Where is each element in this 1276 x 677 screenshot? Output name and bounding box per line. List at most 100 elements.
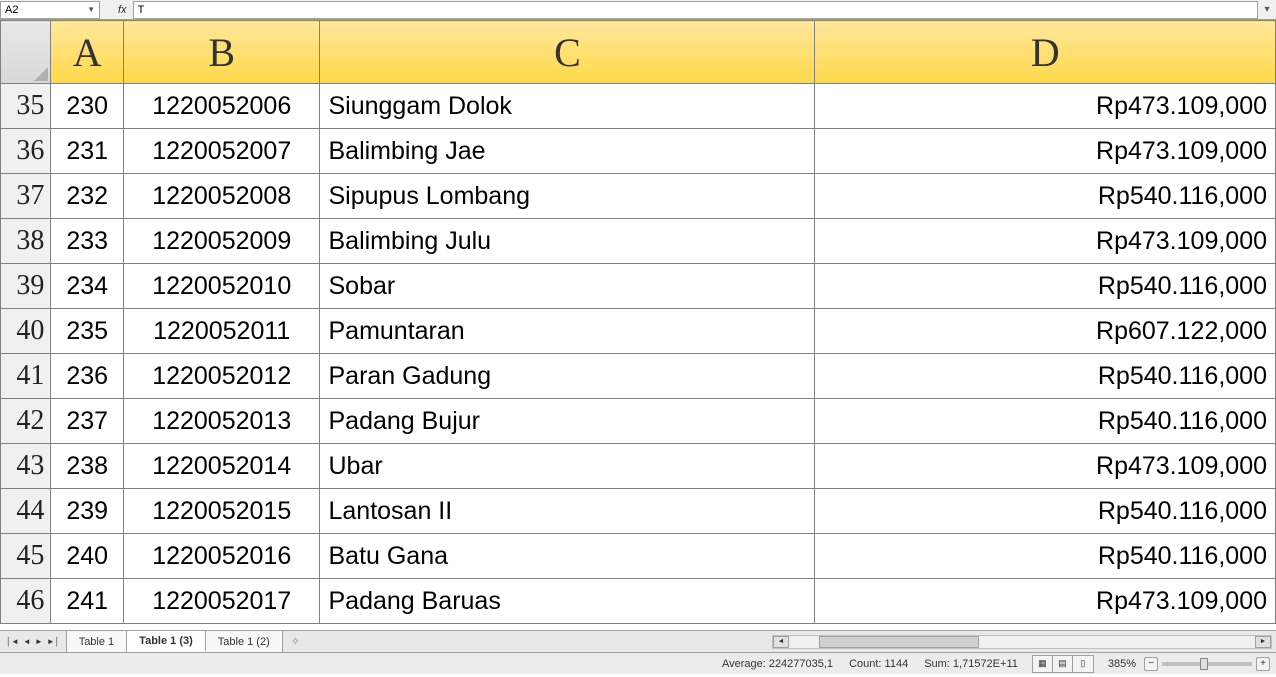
table-row: 402351220052011PamuntaranRp607.122,000 xyxy=(1,309,1276,354)
cell-D[interactable]: Rp473.109,000 xyxy=(815,579,1276,624)
cell-B[interactable]: 1220052015 xyxy=(123,489,320,534)
cell-A[interactable]: 235 xyxy=(51,309,124,354)
row-header[interactable]: 41 xyxy=(1,354,51,399)
hscroll-left-icon[interactable]: ◄ xyxy=(773,636,789,648)
column-header-D[interactable]: D xyxy=(815,21,1276,84)
row-header[interactable]: 44 xyxy=(1,489,51,534)
cell-A[interactable]: 238 xyxy=(51,444,124,489)
row-header[interactable]: 39 xyxy=(1,264,51,309)
view-normal-icon[interactable]: ▦ xyxy=(1033,656,1053,672)
row-header[interactable]: 38 xyxy=(1,219,51,264)
sheet-tab[interactable]: Table 1 (3) xyxy=(127,631,206,652)
zoom-track[interactable] xyxy=(1162,662,1252,666)
zoom-thumb[interactable] xyxy=(1200,658,1208,670)
cell-A[interactable]: 233 xyxy=(51,219,124,264)
zoom-out-icon[interactable]: − xyxy=(1144,657,1158,671)
add-sheet-icon[interactable]: ✧ xyxy=(283,635,308,648)
tab-nav-last-icon[interactable]: ►│ xyxy=(45,637,62,646)
cell-B[interactable]: 1220052006 xyxy=(123,84,320,129)
cell-A[interactable]: 240 xyxy=(51,534,124,579)
row-header[interactable]: 35 xyxy=(1,84,51,129)
cell-C[interactable]: Ubar xyxy=(320,444,815,489)
table-row: 462411220052017Padang BaruasRp473.109,00… xyxy=(1,579,1276,624)
hscroll-thumb[interactable] xyxy=(819,636,979,648)
table-row: 372321220052008Sipupus LombangRp540.116,… xyxy=(1,174,1276,219)
cell-A[interactable]: 230 xyxy=(51,84,124,129)
cell-C[interactable]: Sipupus Lombang xyxy=(320,174,815,219)
row-header[interactable]: 45 xyxy=(1,534,51,579)
cell-A[interactable]: 234 xyxy=(51,264,124,309)
fx-icon[interactable]: fx xyxy=(100,4,133,16)
cell-B[interactable]: 1220052014 xyxy=(123,444,320,489)
row-header[interactable]: 37 xyxy=(1,174,51,219)
cell-D[interactable]: Rp540.116,000 xyxy=(815,489,1276,534)
formula-input[interactable] xyxy=(133,1,1258,19)
cell-C[interactable]: Paran Gadung xyxy=(320,354,815,399)
zoom-percent[interactable]: 385% xyxy=(1100,658,1144,670)
cell-C[interactable]: Lantosan II xyxy=(320,489,815,534)
cell-A[interactable]: 241 xyxy=(51,579,124,624)
cell-A[interactable]: 236 xyxy=(51,354,124,399)
table-row: 432381220052014UbarRp473.109,000 xyxy=(1,444,1276,489)
table-row: 442391220052015Lantosan IIRp540.116,000 xyxy=(1,489,1276,534)
cell-C[interactable]: Batu Gana xyxy=(320,534,815,579)
tab-nav-next-icon[interactable]: ► xyxy=(33,637,45,646)
table-row: 392341220052010SobarRp540.116,000 xyxy=(1,264,1276,309)
cell-D[interactable]: Rp540.116,000 xyxy=(815,174,1276,219)
column-header-B[interactable]: B xyxy=(123,21,320,84)
formula-bar: A2 ▼ fx ▾ xyxy=(0,0,1276,20)
formula-bar-expand-icon[interactable]: ▾ xyxy=(1258,4,1276,15)
tab-nav-first-icon[interactable]: │◄ xyxy=(4,637,21,646)
cell-D[interactable]: Rp473.109,000 xyxy=(815,84,1276,129)
row-header[interactable]: 36 xyxy=(1,129,51,174)
cell-A[interactable]: 232 xyxy=(51,174,124,219)
cell-C[interactable]: Siunggam Dolok xyxy=(320,84,815,129)
cell-B[interactable]: 1220052017 xyxy=(123,579,320,624)
column-header-row: A B C D xyxy=(1,21,1276,84)
cell-B[interactable]: 1220052016 xyxy=(123,534,320,579)
cell-C[interactable]: Balimbing Jae xyxy=(320,129,815,174)
cell-D[interactable]: Rp473.109,000 xyxy=(815,129,1276,174)
cell-A[interactable]: 231 xyxy=(51,129,124,174)
cell-D[interactable]: Rp473.109,000 xyxy=(815,444,1276,489)
cell-D[interactable]: Rp540.116,000 xyxy=(815,399,1276,444)
column-header-A[interactable]: A xyxy=(51,21,124,84)
cell-C[interactable]: Sobar xyxy=(320,264,815,309)
name-box-dropdown-icon[interactable]: ▼ xyxy=(87,5,95,14)
select-all-corner[interactable] xyxy=(1,21,51,84)
sheet-tab[interactable]: Table 1 xyxy=(67,631,127,652)
cell-A[interactable]: 239 xyxy=(51,489,124,534)
zoom-in-icon[interactable]: + xyxy=(1256,657,1270,671)
hscroll-right-icon[interactable]: ► xyxy=(1255,636,1271,648)
sheet-tab[interactable]: Table 1 (2) xyxy=(206,631,283,652)
spreadsheet-grid[interactable]: A B C D 352301220052006Siunggam DolokRp4… xyxy=(0,20,1276,630)
row-header[interactable]: 40 xyxy=(1,309,51,354)
view-page-layout-icon[interactable]: ▤ xyxy=(1053,656,1073,672)
cell-B[interactable]: 1220052011 xyxy=(123,309,320,354)
cell-B[interactable]: 1220052008 xyxy=(123,174,320,219)
cell-D[interactable]: Rp540.116,000 xyxy=(815,534,1276,579)
cell-B[interactable]: 1220052012 xyxy=(123,354,320,399)
cell-C[interactable]: Pamuntaran xyxy=(320,309,815,354)
cell-D[interactable]: Rp540.116,000 xyxy=(815,264,1276,309)
cell-D[interactable]: Rp540.116,000 xyxy=(815,354,1276,399)
view-page-break-icon[interactable]: ▯ xyxy=(1073,656,1093,672)
tab-nav-prev-icon[interactable]: ◄ xyxy=(21,637,33,646)
cell-B[interactable]: 1220052007 xyxy=(123,129,320,174)
cell-C[interactable]: Balimbing Julu xyxy=(320,219,815,264)
cell-B[interactable]: 1220052013 xyxy=(123,399,320,444)
table-row: 362311220052007Balimbing JaeRp473.109,00… xyxy=(1,129,1276,174)
name-box[interactable]: A2 ▼ xyxy=(0,1,100,19)
row-header[interactable]: 43 xyxy=(1,444,51,489)
cell-D[interactable]: Rp473.109,000 xyxy=(815,219,1276,264)
row-header[interactable]: 42 xyxy=(1,399,51,444)
horizontal-scrollbar[interactable]: ◄ ► xyxy=(772,635,1272,649)
cell-C[interactable]: Padang Bujur xyxy=(320,399,815,444)
column-header-C[interactable]: C xyxy=(320,21,815,84)
cell-D[interactable]: Rp607.122,000 xyxy=(815,309,1276,354)
cell-C[interactable]: Padang Baruas xyxy=(320,579,815,624)
row-header[interactable]: 46 xyxy=(1,579,51,624)
cell-B[interactable]: 1220052009 xyxy=(123,219,320,264)
cell-B[interactable]: 1220052010 xyxy=(123,264,320,309)
cell-A[interactable]: 237 xyxy=(51,399,124,444)
